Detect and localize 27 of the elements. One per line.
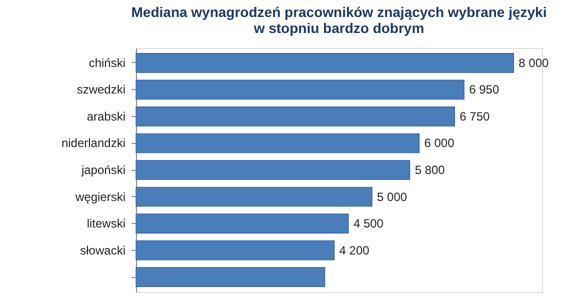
y-tick-label: słowacki xyxy=(80,243,126,258)
y-tick-label: litewski xyxy=(86,216,126,231)
y-tick-label: chiński xyxy=(88,56,126,70)
bar xyxy=(136,186,372,207)
text: w stopniu bardzo dobrym xyxy=(254,20,424,36)
bar xyxy=(136,240,335,260)
bar xyxy=(136,133,420,154)
y-tick-label: szwedzki xyxy=(76,82,126,97)
data-label: 8 000 xyxy=(518,56,550,70)
data-label: 4 200 xyxy=(339,243,370,258)
data-label: 6 000 xyxy=(424,136,455,150)
data-label: 5 800 xyxy=(414,163,446,177)
bar xyxy=(136,214,349,234)
data-label: 4 500 xyxy=(353,216,384,231)
bar xyxy=(136,160,410,180)
y-tick-label: węgierski xyxy=(74,190,126,204)
bar xyxy=(136,267,326,287)
bar xyxy=(136,80,464,100)
bar xyxy=(136,53,514,73)
data-label: 6 750 xyxy=(460,109,490,124)
text: Mediana wynagrodzeń pracowników znających wybrane języki xyxy=(131,4,547,20)
y-tick-label: niderlandzki xyxy=(61,136,126,150)
data-label: 5 000 xyxy=(377,190,408,204)
data-label: 6 950 xyxy=(469,82,500,97)
y-tick-label: arabski xyxy=(86,109,126,124)
bar xyxy=(136,106,455,126)
y-tick-label: japoński xyxy=(80,163,126,177)
